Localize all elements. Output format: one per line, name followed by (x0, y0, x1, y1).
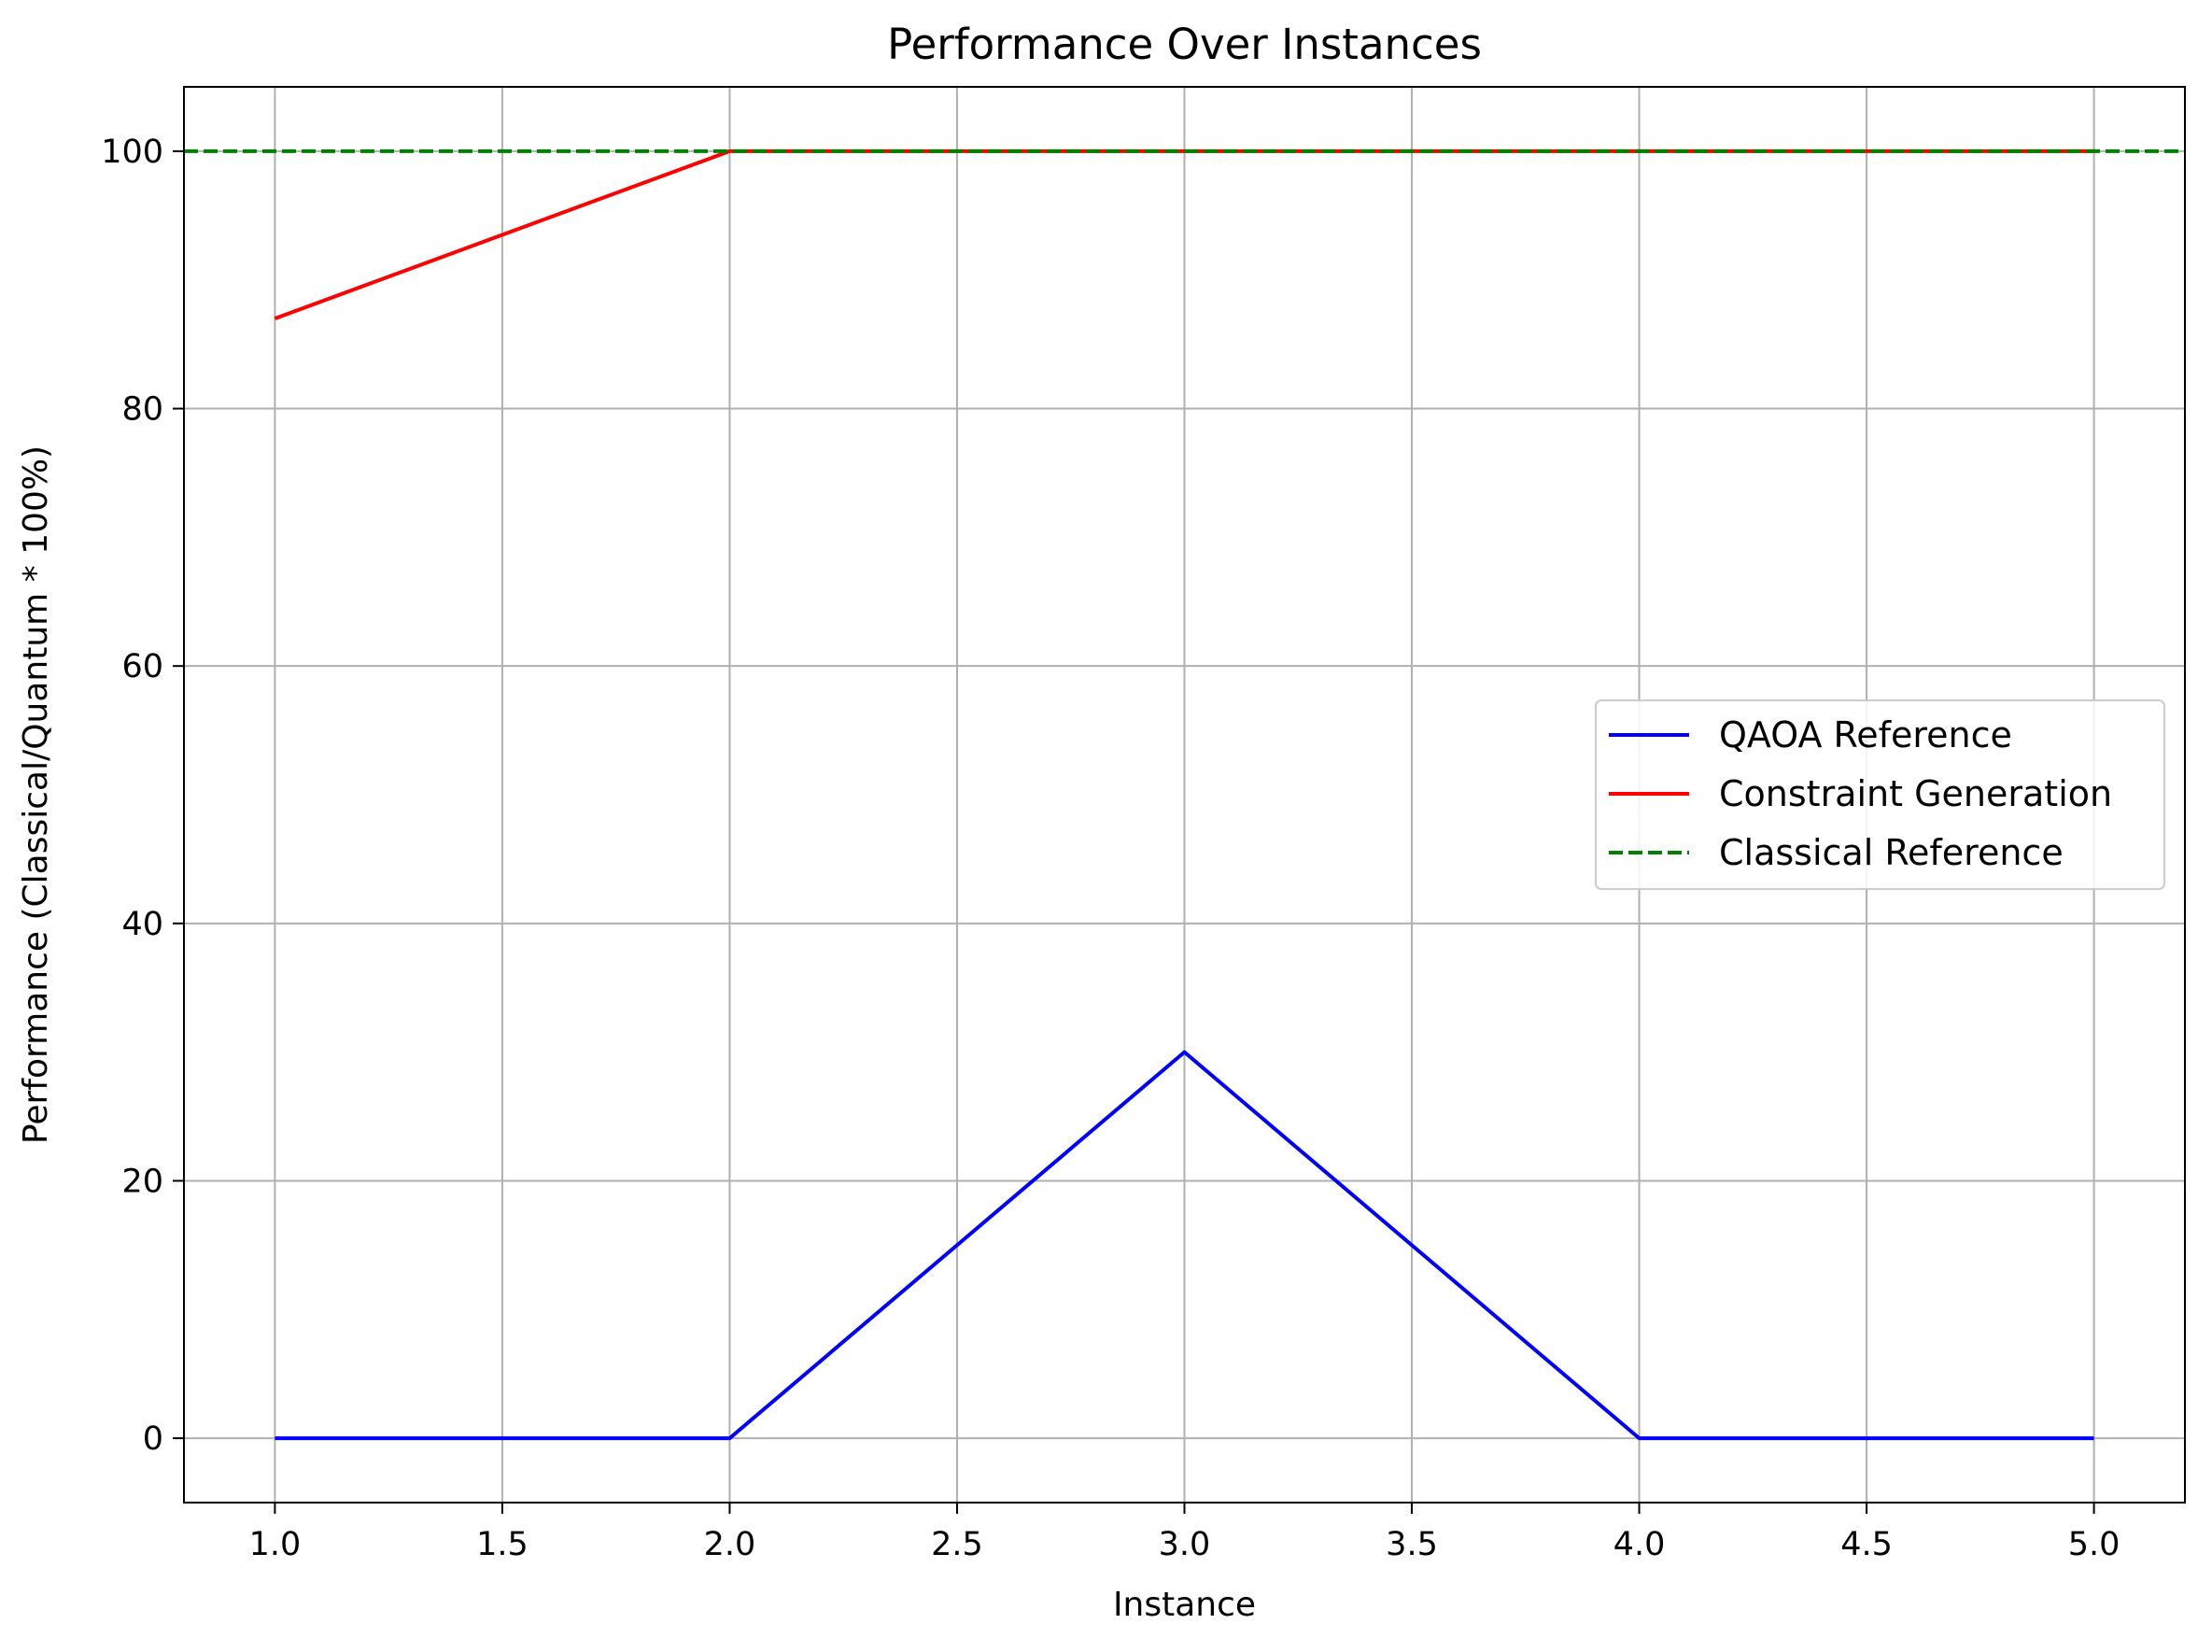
ticks: 1.0 1.5 2.0 2.5 3.0 3.5 4.0 4.5 5.0 0 20 40 60 80 100 (101, 134, 2120, 1563)
x-tick-label: 2.5 (931, 1526, 983, 1563)
x-tick-label: 3.5 (1386, 1526, 1438, 1563)
legend-label: QAOA Reference (1719, 714, 2012, 755)
plot-area (184, 148, 2185, 1441)
y-tick-label: 60 (121, 648, 163, 685)
legend-box (1595, 699, 2165, 890)
x-tick-label: 1.0 (249, 1526, 302, 1563)
x-axis-label: Instance (1113, 1586, 1256, 1624)
y-tick-label: 0 (143, 1420, 163, 1458)
legend: QAOA Reference Constraint Generation Class… (1595, 699, 2165, 890)
x-tick-label: 4.5 (1840, 1526, 1893, 1563)
y-axis-label: Performance (Classical/Quantum * 100%) (17, 445, 55, 1144)
series-line-0 (275, 1050, 2094, 1441)
y-tick-label: 40 (121, 906, 163, 943)
y-tick-label: 80 (121, 391, 163, 429)
y-tick-label: 20 (121, 1163, 163, 1200)
legend-label: Classical Reference (1719, 832, 2064, 873)
x-tick-label: 3.0 (1159, 1526, 1211, 1563)
x-tick-label: 1.5 (476, 1526, 528, 1563)
x-tick-label: 2.0 (704, 1526, 756, 1563)
x-tick-label: 4.0 (1613, 1526, 1666, 1563)
chart-title: Performance Over Instances (887, 20, 1482, 69)
y-tick-label: 100 (101, 134, 163, 171)
legend-label: Constraint Generation (1719, 773, 2112, 814)
x-tick-label: 5.0 (2068, 1526, 2120, 1563)
